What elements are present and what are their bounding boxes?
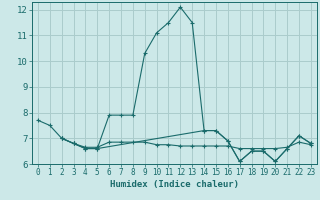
X-axis label: Humidex (Indice chaleur): Humidex (Indice chaleur) <box>110 180 239 189</box>
